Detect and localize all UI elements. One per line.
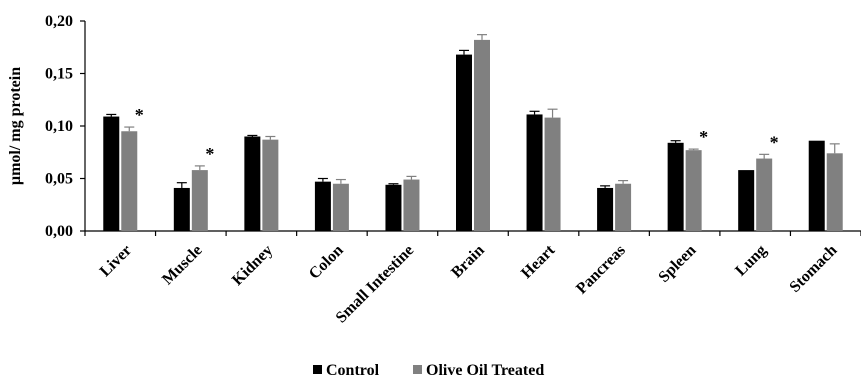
category-label: Kidney: [229, 242, 276, 289]
category-label: Heart: [518, 241, 559, 282]
bar-brain-control: [456, 54, 472, 231]
bars-group: [103, 39, 843, 232]
y-tick-label: 0,15: [45, 66, 73, 83]
category-label: Lung: [732, 242, 770, 280]
bar-liver-control: [103, 116, 120, 231]
category-label: Colon: [306, 242, 347, 283]
bar-small-intestine-control: [385, 184, 402, 231]
bar-spleen-control: [667, 142, 684, 231]
legend-label: Olive Oil Treated: [426, 362, 544, 379]
bar-stomach-control: [808, 140, 825, 231]
y-axis-label: µmol/ mg protein: [7, 67, 24, 185]
bar-colon-olive-oil-treated: [332, 183, 349, 231]
bar-stomach-olive-oil-treated: [826, 153, 843, 231]
bar-pancreas-control: [597, 187, 614, 231]
y-tick-label: 0,00: [45, 223, 73, 240]
significance-star: *: [770, 132, 779, 152]
bar-colon-control: [314, 181, 331, 231]
legend-swatch: [313, 365, 322, 374]
category-label: Pancreas: [573, 242, 629, 298]
category-label: Liver: [97, 242, 135, 280]
bar-spleen-olive-oil-treated: [685, 150, 702, 231]
y-tick-label: 0,20: [45, 13, 73, 30]
error-bars-group: [106, 34, 840, 188]
category-label: Brain: [448, 242, 488, 282]
bar-muscle-control: [173, 187, 190, 231]
bar-heart-control: [526, 114, 543, 231]
category-label: Muscle: [159, 242, 206, 289]
bar-pancreas-olive-oil-treated: [615, 183, 632, 231]
bar-lung-control: [738, 170, 755, 231]
legend-swatch: [413, 365, 422, 374]
significance-star: *: [699, 127, 708, 147]
y-tick-label: 0,05: [45, 171, 73, 188]
bar-brain-olive-oil-treated: [474, 39, 490, 232]
bar-heart-olive-oil-treated: [544, 117, 561, 231]
category-label: Stomach: [786, 242, 840, 296]
y-axis: 0,00 0,05 0,10 0,15 0,20: [45, 13, 86, 240]
bar-muscle-olive-oil-treated: [191, 170, 208, 231]
bar-lung-olive-oil-treated: [756, 158, 773, 231]
x-axis: [84, 230, 861, 236]
significance-markers: * * * *: [135, 105, 779, 164]
bar-liver-olive-oil-treated: [121, 131, 138, 231]
y-tick-label: 0,10: [45, 118, 73, 135]
significance-star: *: [135, 105, 144, 125]
bar-kidney-olive-oil-treated: [262, 139, 279, 231]
category-label: Spleen: [655, 242, 699, 286]
bar-small-intestine-olive-oil-treated: [403, 179, 420, 231]
significance-star: *: [205, 144, 214, 164]
legend: Control Olive Oil Treated: [313, 362, 544, 379]
bar-kidney-control: [244, 136, 261, 231]
legend-label: Control: [326, 362, 380, 379]
